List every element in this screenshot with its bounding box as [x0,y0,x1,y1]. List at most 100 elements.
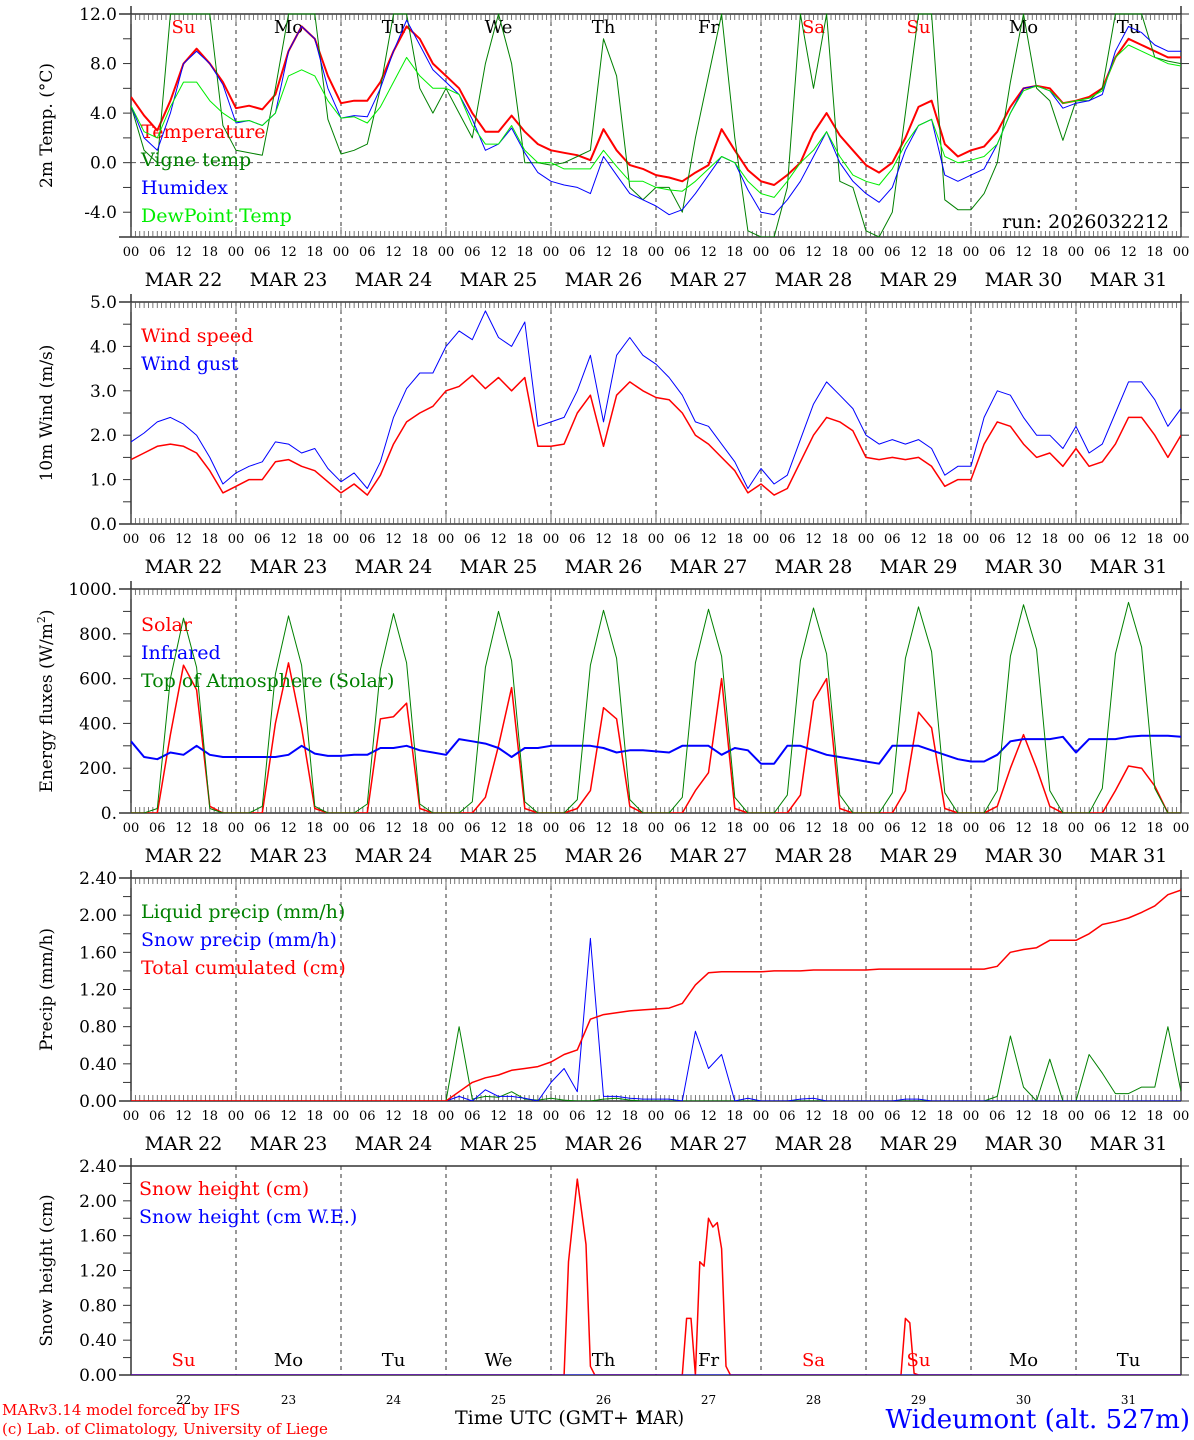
x-tick-label: 12 [910,821,927,836]
weekday-label: Tu [1117,1350,1141,1371]
x-tick-label: 06 [989,821,1006,836]
x-tick-label: 00 [1173,821,1190,836]
x-tick-label: 06 [359,821,376,836]
x-tick-label: 12 [385,532,402,547]
x-tick-label: 18 [1041,821,1058,836]
date-label: MAR 26 [565,1133,643,1155]
x-tick-label: 06 [1094,532,1111,547]
y-tick-label: 12.0 [79,5,117,25]
x-tick-label: 18 [726,821,743,836]
y-tick-label: 1.60 [79,943,117,963]
x-tick-label: 12 [1120,245,1137,260]
x-tick-label: 00 [228,821,245,836]
x-tick-label: 12 [280,1109,297,1124]
x-tick-label: 00 [438,821,455,836]
panel-energy: 1000. 800. 600. 400. 200. 0. Energy fluxes (W/… [35,580,1189,867]
x-tick-label: 18 [306,821,323,836]
series-line-wind-gust [131,310,1181,489]
x-tick-label: 06 [674,245,691,260]
x-tick-label: 12 [910,1109,927,1124]
y-tick-label: 0.80 [79,1018,117,1038]
series-line-snow-height-cm- [131,1178,1181,1375]
x-tick-label: 12 [805,821,822,836]
date-label: MAR 31 [1090,269,1168,291]
x-tick-label: 12 [175,532,192,547]
panel-snow: 2.40 2.00 1.60 1.20 0.80 0.40 0.00 Snow height … [37,1157,1189,1407]
x-tick-label: 06 [674,1109,691,1124]
y-tick-label: 0.80 [79,1296,117,1316]
y-tick-label: 1.0 [90,471,117,491]
date-label: MAR 28 [775,269,853,291]
y-tick-label: 0.0 [90,515,117,535]
x-tick-label: 00 [228,245,245,260]
y-tick-label: 2.0 [90,426,117,446]
date-label: MAR 23 [250,1133,328,1155]
x-tick-label: 12 [1015,1109,1032,1124]
x-tick-label: 00 [543,245,560,260]
x-tick-label: 00 [753,821,770,836]
x-tick-label: 06 [254,245,271,260]
day-number: 25 [491,1393,506,1407]
x-tick-label: 18 [936,821,953,836]
y-tick-label: 400. [79,714,117,734]
x-tick-label: 06 [1094,1109,1111,1124]
x-tick-label: 06 [989,245,1006,260]
weekday-label: Th [592,1350,616,1371]
x-tick-label: 12 [280,532,297,547]
date-label: MAR 23 [250,556,328,578]
date-label: MAR 27 [670,1133,748,1155]
weekday-label: Th [592,17,616,38]
y-tick-label: 1000. [68,580,117,600]
date-label: MAR 28 [775,556,853,578]
x-tick-label: 00 [333,821,350,836]
x-tick-label: 00 [648,532,665,547]
x-tick-label: 06 [254,1109,271,1124]
x-tick-label: 06 [1094,245,1111,260]
y-axis-label: Snow height (cm) [37,1194,57,1346]
x-tick-label: 06 [569,245,586,260]
x-tick-label: 00 [123,245,140,260]
x-tick-label: 06 [359,532,376,547]
day-number: 26 [596,1393,611,1407]
y-axis-label: 10m Wind (m/s) [37,345,57,482]
legend-entry: Snow height (cm) [139,1178,309,1200]
x-tick-label: 12 [595,1109,612,1124]
x-tick-label: 18 [411,1109,428,1124]
date-label: MAR 29 [880,845,958,867]
x-tick-label: 12 [910,245,927,260]
x-tick-label: 18 [1041,245,1058,260]
series-line-total-cumulated-cm- [131,889,1181,1101]
x-tick-label: 18 [936,1109,953,1124]
x-tick-label: 00 [753,245,770,260]
y-tick-label: 4.0 [90,337,117,357]
date-label: MAR 31 [1090,556,1168,578]
x-tick-label: 18 [621,532,638,547]
date-label: MAR 31 [1090,1133,1168,1155]
x-tick-label: 06 [464,821,481,836]
x-tick-label: 12 [1015,532,1032,547]
series-line-dewpoint-temp [131,44,1181,198]
x-tick-label: 06 [569,532,586,547]
legend-entry: Liquid precip (mm/h) [141,901,345,923]
date-label: MAR 30 [985,1133,1063,1155]
x-tick-label: 00 [123,1109,140,1124]
x-tick-label: 12 [700,1109,717,1124]
x-tick-label: 06 [149,245,166,260]
x-tick-label: 00 [963,245,980,260]
legend-entry: Vigne temp [140,149,251,171]
weekday-label: Tu [382,17,406,38]
date-label: MAR 30 [985,845,1063,867]
date-label: MAR 26 [565,556,643,578]
y-axis-label: Precip (mm/h) [37,928,57,1051]
weekday-label: We [485,17,513,38]
weekday-label: Su [172,1350,196,1371]
date-label: MAR 25 [460,845,538,867]
x-tick-label: 06 [254,821,271,836]
date-label: MAR 24 [355,269,433,291]
x-tick-label: 06 [884,821,901,836]
x-tick-label: 18 [621,245,638,260]
x-tick-label: 00 [648,821,665,836]
y-tick-label: 3.0 [90,382,117,402]
day-number: 28 [806,1393,821,1407]
